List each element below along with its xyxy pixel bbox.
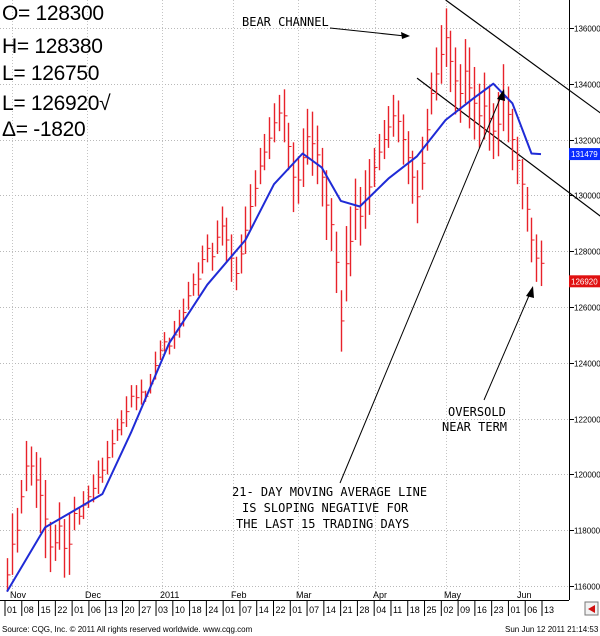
price-labels: 131479 126920	[569, 148, 600, 288]
channel-upper-line	[445, 0, 600, 114]
x-day-label: 28	[359, 605, 369, 615]
x-day-label: 21	[343, 605, 353, 615]
moving-average-line	[6, 82, 542, 593]
x-day-label: 14	[259, 605, 269, 615]
x-month-label: Mar	[296, 590, 312, 600]
x-day-label: 09	[460, 605, 470, 615]
x-day-label: 20	[124, 605, 134, 615]
price-bars	[6, 8, 545, 592]
price-label-box	[569, 275, 600, 288]
price-label-text: 126920	[571, 277, 598, 286]
y-tick-label: 122000	[574, 416, 600, 425]
x-day-label: 13	[544, 605, 554, 615]
x-day-label: 11	[393, 605, 402, 615]
x-day-label: 18	[192, 605, 202, 615]
bear-channel-lines	[416, 0, 600, 217]
x-day-label: 02	[443, 605, 453, 615]
x-day-label: 01	[225, 605, 235, 615]
y-tick-label: 128000	[574, 248, 600, 257]
y-tick-label: 126000	[574, 304, 600, 313]
x-day-label: 01	[510, 605, 520, 615]
x-day-label: 04	[376, 605, 386, 615]
scroll-left-icon	[588, 605, 595, 613]
y-tick-label: 134000	[574, 81, 600, 90]
arrow-head-bear-channel	[401, 32, 410, 39]
y-tick-label: 116000	[574, 583, 600, 592]
x-day-label: 23	[494, 605, 504, 615]
x-day-label: 07	[309, 605, 319, 615]
x-month-label: Dec	[85, 590, 102, 600]
annotation-bear-channel: BEAR CHANNEL	[242, 15, 329, 29]
x-month-label: 2011	[160, 590, 179, 600]
price-label-box	[569, 148, 600, 161]
y-tick-label: 124000	[574, 360, 600, 369]
ohlc-low: L= 126750	[2, 62, 100, 85]
annotation-arrows	[329, 27, 534, 484]
x-day-label: 18	[410, 605, 420, 615]
y-tick-label: 130000	[574, 192, 600, 201]
ohlc-last: L= 126920√	[2, 92, 111, 115]
y-tick-label: 136000	[574, 25, 600, 34]
x-month-label: Jun	[517, 590, 532, 600]
ohlc-change: Δ= -1820	[2, 118, 86, 141]
x-day-label: 10	[175, 605, 185, 615]
x-day-label: 01	[74, 605, 84, 615]
annotation-ma-line1: 21- DAY MOVING AVERAGE LINE	[232, 485, 428, 499]
y-tick-label: 118000	[574, 527, 600, 536]
x-day-label: 16	[477, 605, 487, 615]
annotation-oversold-line2: NEAR TERM	[442, 420, 508, 434]
x-day-label: 27	[141, 605, 151, 615]
channel-lower-line	[416, 77, 600, 217]
x-day-label: 14	[326, 605, 336, 615]
x-day-label: 06	[91, 605, 101, 615]
ohlc-high: H= 128380	[2, 35, 103, 58]
footer-timestamp: Sun Jun 12 2011 21:14:53	[505, 625, 599, 634]
annotation-ma-line3: THE LAST 15 TRADING DAYS	[236, 517, 410, 531]
arrow-oversold	[483, 290, 532, 401]
x-day-label: 15	[41, 605, 51, 615]
x-day-label: 22	[276, 605, 286, 615]
x-day-label: 01	[7, 605, 17, 615]
ohlc-open: O= 128300	[2, 2, 104, 25]
plot-area	[0, 0, 600, 600]
arrow-head-oversold	[526, 286, 534, 298]
arrow-head-moving-average	[497, 89, 505, 101]
x-month-label: May	[444, 590, 462, 600]
footer-source: Source: CQG, Inc. © 2011 All rights rese…	[2, 625, 253, 634]
x-day-label: 01	[292, 605, 302, 615]
x-month-label: Apr	[373, 590, 387, 600]
price-label-text: 131479	[571, 150, 598, 159]
annotation-ma-line2: IS SLOPING NEGATIVE FOR	[242, 501, 409, 515]
x-day-label: 13	[108, 605, 118, 615]
y-axis-ticks: 116000 118000 120000 122000 124000 126000 1280…	[569, 25, 600, 592]
x-day-label: 07	[242, 605, 252, 615]
y-tick-label: 132000	[574, 137, 600, 146]
annotation-oversold-line1: OVERSOLD	[448, 405, 506, 419]
x-day-label: 24	[208, 605, 218, 615]
x-day-label: 06	[527, 605, 537, 615]
x-day-label: 03	[158, 605, 168, 615]
x-month-label: Nov	[10, 590, 27, 600]
x-month-label: Feb	[231, 590, 247, 600]
x-day-label: 08	[24, 605, 34, 615]
y-tick-label: 120000	[574, 471, 600, 480]
x-day-label: 22	[57, 605, 67, 615]
x-day-label: 25	[427, 605, 437, 615]
arrow-moving-average	[339, 93, 503, 484]
arrow-bear-channel	[329, 27, 406, 37]
